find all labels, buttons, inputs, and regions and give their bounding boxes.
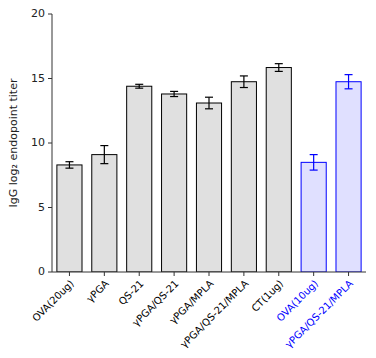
error-line xyxy=(278,64,279,72)
x-tick-label: QS-21 xyxy=(116,278,145,307)
error-bar xyxy=(310,155,318,170)
error-cap xyxy=(345,88,353,89)
y-tick xyxy=(48,78,52,79)
y-tick xyxy=(48,143,52,144)
y-tick-label: 5 xyxy=(38,201,45,214)
bar xyxy=(162,94,187,272)
x-tick xyxy=(313,272,314,276)
bar xyxy=(301,162,326,272)
error-cap xyxy=(345,74,353,75)
error-cap xyxy=(275,63,283,64)
chart-container: 05101520OVA(20ug)γPGAQS-21γPGA/QS-21γPGA… xyxy=(0,0,376,358)
x-tick xyxy=(278,272,279,276)
x-tick xyxy=(104,272,105,276)
y-tick-label: 0 xyxy=(38,265,45,278)
bar xyxy=(196,103,221,272)
error-cap xyxy=(100,145,108,146)
error-line xyxy=(69,162,70,168)
error-line xyxy=(208,97,209,109)
error-cap xyxy=(65,161,73,162)
y-tick xyxy=(48,14,52,15)
bar xyxy=(92,155,117,272)
bar xyxy=(336,82,361,272)
x-tick xyxy=(243,272,244,276)
error-cap xyxy=(205,97,213,98)
x-tick xyxy=(209,272,210,276)
x-tick xyxy=(174,272,175,276)
error-bar xyxy=(240,76,248,88)
error-cap xyxy=(65,168,73,169)
x-tick-label: γPGA xyxy=(84,278,111,305)
error-cap xyxy=(310,169,318,170)
error-bar xyxy=(275,64,283,72)
x-tick-label: OVA(20ug) xyxy=(30,278,76,324)
error-cap xyxy=(240,75,248,76)
error-bar xyxy=(170,91,178,96)
error-cap xyxy=(135,88,143,89)
error-line xyxy=(243,76,244,88)
x-tick xyxy=(348,272,349,276)
error-cap xyxy=(100,163,108,164)
x-tick xyxy=(69,272,70,276)
x-tick-label: γPGA/QS-21/MPLA xyxy=(178,278,250,350)
bar xyxy=(266,68,291,272)
bars xyxy=(57,64,361,272)
bar xyxy=(57,165,82,272)
error-cap xyxy=(205,108,213,109)
error-bar xyxy=(345,75,353,89)
error-cap xyxy=(240,87,248,88)
error-bar xyxy=(65,162,73,168)
error-cap xyxy=(170,91,178,92)
x-tick-label: CT(1ug) xyxy=(249,278,285,314)
error-cap xyxy=(170,96,178,97)
x-tick-label: γPGA/QS-21/MPLA xyxy=(283,278,355,350)
error-bar xyxy=(135,84,143,88)
error-bar xyxy=(100,146,108,164)
bar xyxy=(231,82,256,272)
y-tick-label: 10 xyxy=(31,136,45,149)
error-line xyxy=(348,75,349,89)
bar xyxy=(127,86,152,272)
y-tick-label: 15 xyxy=(31,72,45,85)
y-tick xyxy=(48,207,52,208)
error-cap xyxy=(310,154,318,155)
error-bar xyxy=(205,97,213,109)
x-tick xyxy=(139,272,140,276)
y-axis-label: IgG log₂ endopoint titer xyxy=(7,78,20,207)
error-cap xyxy=(275,71,283,72)
error-cap xyxy=(135,84,143,85)
y-tick xyxy=(48,272,52,273)
error-line xyxy=(174,91,175,96)
chart-svg: 05101520OVA(20ug)γPGAQS-21γPGA/QS-21γPGA… xyxy=(0,0,376,358)
y-tick-label: 20 xyxy=(31,7,45,20)
error-line xyxy=(313,155,314,170)
error-line xyxy=(104,146,105,164)
